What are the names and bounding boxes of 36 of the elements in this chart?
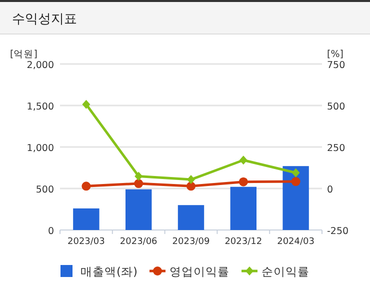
y-tick-label: 1,000 [26,143,54,154]
point [82,100,90,109]
bar [230,186,256,230]
y2-tick-label: 750 [327,60,346,71]
y2-tick-label: 0 [327,184,334,196]
x-tick-label: 2023/06 [120,237,158,247]
point [134,179,144,188]
y-tick-label: 1,500 [26,102,54,112]
point [291,177,300,186]
y-tick-label: 2,000 [26,60,54,71]
y2-axis-title: [%] [327,49,344,60]
legend-label: 매출액(좌) [80,264,138,278]
bar [126,189,152,230]
point [187,175,195,184]
chart-title: 수익성지표 [12,12,77,27]
y2-tick-label: 500 [327,102,346,112]
y-axis-title: [억원] [10,49,38,60]
point [239,156,248,165]
y-tick-label: 500 [36,184,54,196]
point [134,172,143,181]
x-tick-label: 2024/03 [277,237,314,247]
legend-label: 순이익률 [261,264,310,278]
point [238,177,248,186]
y2-tick-label: 250 [327,143,346,154]
x-tick-label: 2023/09 [172,237,210,247]
x-tick-label: 2023/12 [224,237,262,247]
bar [178,205,204,230]
bar [73,208,100,230]
y2-tick-label: -250 [327,226,349,237]
bar [282,166,309,230]
point [82,182,91,191]
point [186,182,196,191]
legend-label: 영업이익률 [169,264,230,278]
y-tick-label: 0 [48,226,54,237]
point [292,168,300,178]
x-tick-label: 2023/03 [68,237,105,247]
